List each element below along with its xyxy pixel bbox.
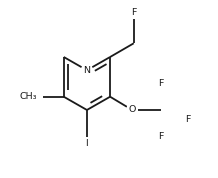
Text: F: F	[158, 79, 164, 88]
Text: O: O	[128, 106, 136, 114]
Text: F: F	[131, 8, 136, 17]
Text: F: F	[185, 115, 191, 124]
Text: I: I	[85, 139, 88, 148]
Text: F: F	[158, 132, 164, 141]
Text: CH₃: CH₃	[20, 92, 37, 101]
Text: N: N	[83, 66, 90, 75]
